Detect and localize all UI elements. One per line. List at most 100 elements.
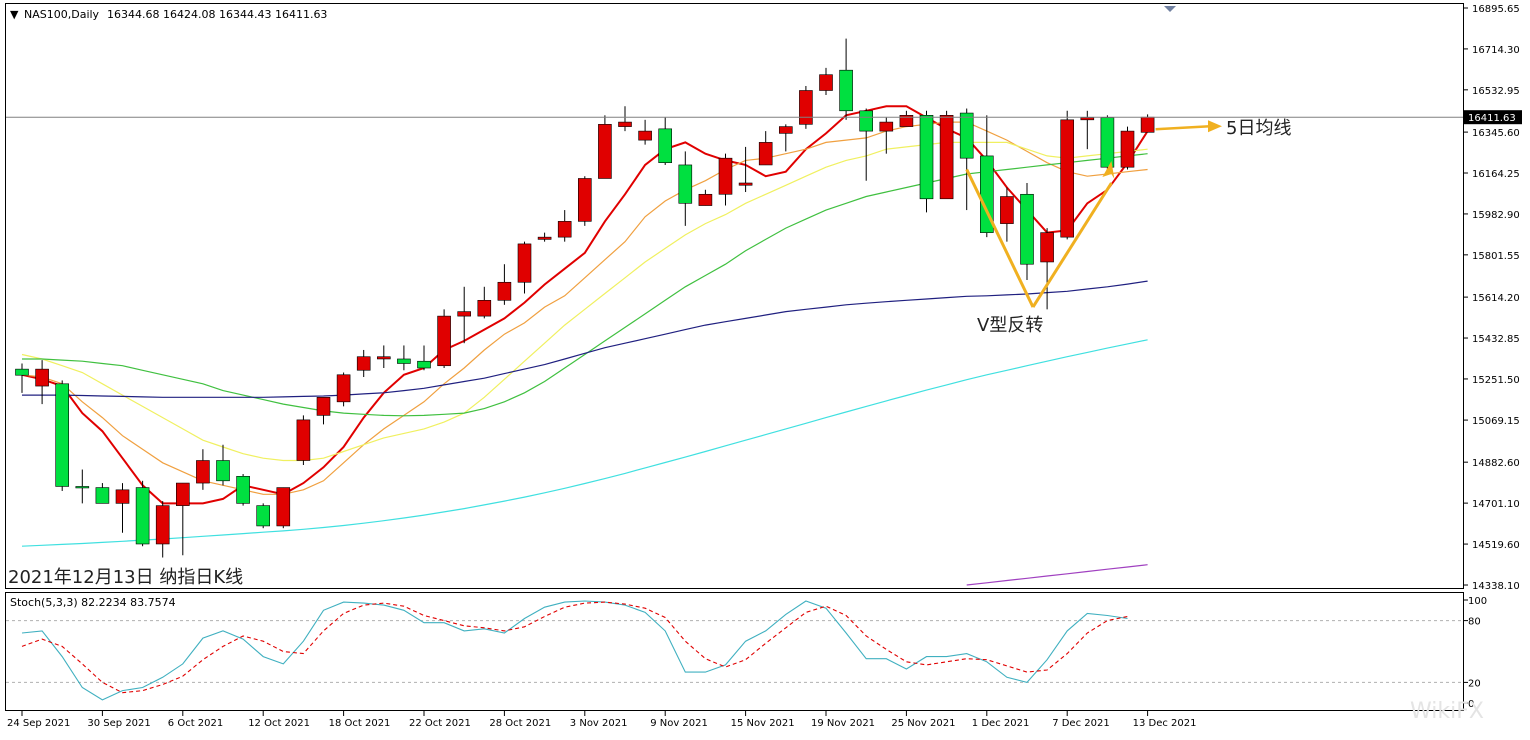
y-tick-label: 16164.25 (1472, 169, 1520, 180)
candle-body (437, 315, 451, 367)
candle-body (1040, 232, 1054, 263)
stoch-line-main (21, 600, 1128, 701)
candle-body (517, 243, 532, 283)
chart-caption: 2021年12月13日 纳指日K线 (8, 567, 243, 588)
candle-body (336, 374, 351, 403)
v-arrow-left (965, 168, 1035, 308)
y-tick-label: 15614.20 (1472, 293, 1520, 304)
candle-body (15, 368, 29, 376)
x-tick-label: 28 Oct 2021 (489, 718, 551, 729)
y-tick-label: 14519.60 (1472, 540, 1520, 551)
stoch-y-tick-label: 20 (1468, 678, 1481, 689)
candle-body (557, 221, 572, 238)
candle-body (859, 110, 874, 132)
x-tick-label: 19 Nov 2021 (811, 718, 875, 729)
v-arrowhead-icon (1102, 160, 1115, 179)
symbol-label: NAS100,Daily (24, 8, 100, 21)
x-tick-label: 3 Nov 2021 (570, 718, 628, 729)
x-tick-label: 1 Dec 2021 (972, 718, 1030, 729)
candle-body (75, 486, 90, 489)
x-tick-label: 12 Oct 2021 (248, 718, 310, 729)
y-tick-label: 16345.60 (1472, 128, 1520, 139)
stoch-y-tick-label: 0 (1468, 699, 1474, 710)
stoch-title: Stoch(5,3,3) 82.2234 83.7574 (10, 596, 176, 609)
x-tick-label: 24 Sep 2021 (7, 718, 70, 729)
main-panel (5, 3, 1464, 589)
x-tick-label: 9 Nov 2021 (650, 718, 708, 729)
candle-body (618, 121, 632, 127)
candle-body (95, 487, 110, 504)
x-tick-label: 18 Oct 2021 (329, 718, 391, 729)
candle-body (356, 356, 371, 371)
ma-line-ma50 (22, 153, 1148, 417)
x-tick-label: 22 Oct 2021 (409, 718, 471, 729)
candle-body (155, 505, 170, 545)
ma-line-ma200 (21, 339, 1148, 547)
candle-body (276, 487, 291, 527)
candle-body (718, 157, 733, 195)
candle-body (819, 74, 833, 91)
shift-marker-icon (1164, 6, 1176, 12)
y-tick-label: 15069.15 (1472, 416, 1520, 427)
candle-body (1080, 117, 1095, 121)
candle-body (135, 487, 150, 545)
candle-body (577, 178, 592, 222)
candle-body (196, 460, 210, 484)
candle-body (919, 115, 934, 200)
candle-body (417, 360, 431, 369)
candle-body (1000, 196, 1014, 224)
y-tick-label: 16714.30 (1472, 45, 1520, 56)
candle-body (316, 397, 331, 416)
x-tick-label: 6 Oct 2021 (168, 718, 223, 729)
reversal-annotation: V型反转 (977, 315, 1043, 336)
candle-body (799, 90, 813, 125)
candle-body (397, 358, 411, 364)
candle-body (678, 164, 693, 204)
stoch-y-tick-label: 80 (1468, 617, 1481, 628)
ma-arrowhead-icon (1208, 120, 1222, 133)
candle-body (638, 130, 652, 141)
candle-body (738, 182, 753, 186)
y-tick-label: 16532.95 (1472, 86, 1520, 97)
chart-symbol-icon: ▼ (10, 8, 19, 21)
candle-body (537, 236, 552, 240)
watermark: WikiFX (1410, 699, 1484, 724)
candle-body (698, 193, 713, 206)
stoch-panel (5, 592, 1464, 711)
candle-body (658, 128, 673, 163)
candle-body (1120, 130, 1135, 168)
ma5-annotation: 5日均线 (1226, 118, 1291, 139)
y-tick-label: 15801.55 (1472, 251, 1520, 262)
candle-body (879, 121, 894, 132)
x-tick-label: 15 Nov 2021 (731, 718, 795, 729)
ma-line-ma100 (22, 280, 1148, 398)
candle-body (778, 126, 793, 134)
x-tick-label: 25 Nov 2021 (891, 718, 955, 729)
candle-body (899, 115, 914, 127)
ohlc-values: 16344.68 16424.08 16344.43 16411.63 (107, 8, 327, 21)
candle-body (115, 489, 130, 504)
candle-body (1020, 193, 1034, 265)
candle-body (598, 124, 612, 179)
candle-body (959, 112, 974, 159)
candle-body (256, 505, 271, 527)
candle-body (939, 115, 954, 200)
y-tick-label: 15432.85 (1472, 334, 1520, 345)
candle-body (1140, 116, 1155, 133)
ma-arrow (1155, 124, 1211, 131)
v-arrow-right (1031, 182, 1113, 308)
candle-body (497, 281, 512, 301)
candle-body (1060, 119, 1074, 238)
stoch-y-tick-label: 100 (1468, 596, 1487, 607)
candle-body (1100, 117, 1115, 168)
y-tick-label: 14882.60 (1472, 458, 1520, 469)
x-tick-label: 13 Dec 2021 (1133, 718, 1197, 729)
ma-line-ma_long (966, 564, 1148, 586)
y-tick-label: 14338.10 (1472, 581, 1520, 592)
stoch-line-signal (21, 601, 1128, 694)
candle-body (176, 482, 190, 506)
candle-body (477, 300, 492, 317)
candle-body (236, 475, 250, 504)
x-tick-label: 7 Dec 2021 (1052, 718, 1110, 729)
y-tick-label: 14701.10 (1472, 499, 1520, 510)
